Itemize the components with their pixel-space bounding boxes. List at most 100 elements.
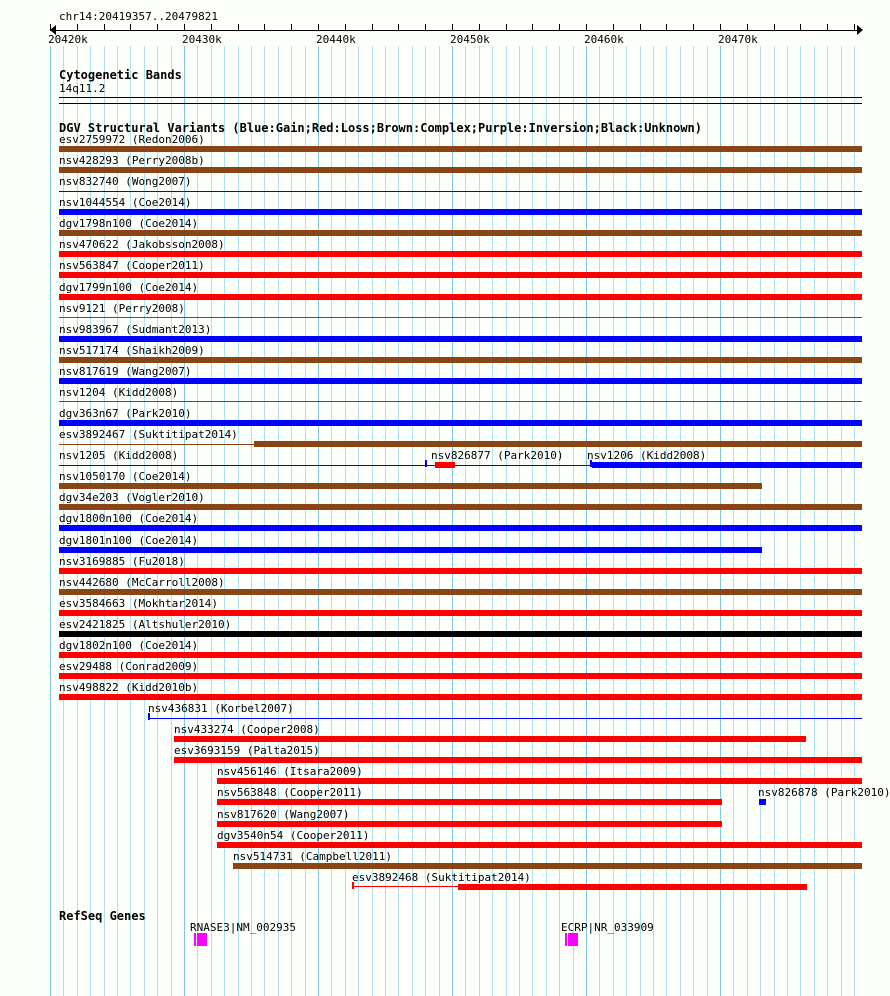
variant-bar[interactable]	[59, 694, 862, 701]
variant-bar[interactable]	[148, 717, 862, 719]
grid-line	[318, 46, 319, 996]
variant-label[interactable]: esv2759972 (Redon2006)	[59, 133, 205, 146]
grid-line	[144, 46, 145, 996]
variant-label[interactable]: nsv983967 (Sudmant2013)	[59, 322, 212, 336]
variant-label[interactable]: esv2421825 (Altshuler2010)	[59, 617, 232, 631]
variant-label[interactable]: dgv1799n100 (Coe2014)	[59, 280, 199, 294]
variant-bar[interactable]	[174, 757, 862, 764]
variant-bar[interactable]	[59, 651, 862, 658]
variant-bar[interactable]	[759, 799, 766, 806]
ruler-tick	[291, 24, 292, 31]
variant-label[interactable]: dgv1802n100 (Coe2014)	[59, 638, 199, 652]
variant-label[interactable]: nsv563848 (Cooper2011)	[217, 786, 363, 800]
variant-bar[interactable]	[59, 420, 862, 427]
variant-bar[interactable]	[59, 335, 862, 342]
variant-label[interactable]: dgv363n67 (Park2010)	[59, 407, 192, 421]
variant-bar[interactable]	[59, 190, 862, 192]
ruler-tick	[184, 24, 185, 31]
variant-label[interactable]: nsv563847 (Cooper2011)	[59, 259, 205, 273]
variant-bar[interactable]	[217, 841, 862, 848]
variant-label[interactable]: nsv9121 (Perry2008)	[59, 301, 185, 315]
variant-bar-segment[interactable]	[254, 441, 862, 448]
variant-bar[interactable]	[59, 483, 762, 490]
variant-label[interactable]: nsv817619 (Wang2007)	[59, 364, 192, 378]
variant-label[interactable]: dgv1801n100 (Coe2014)	[59, 533, 199, 547]
variant-bar[interactable]	[59, 251, 862, 258]
gene-label[interactable]: RNASE3|NM_002935	[190, 921, 296, 934]
gene-label[interactable]: ECRP|NR_033909	[561, 921, 654, 934]
grid-line	[385, 46, 386, 996]
variant-label[interactable]: nsv456146 (Itsara2009)	[217, 765, 363, 779]
grid-line	[197, 46, 198, 996]
variant-label[interactable]: nsv826877 (Park2010)	[431, 449, 564, 463]
variant-label[interactable]: nsv826878 (Park2010)	[758, 786, 890, 800]
variant-label[interactable]: esv29488 (Conrad2009)	[59, 660, 199, 673]
ruler-tick	[800, 24, 801, 31]
variant-bar[interactable]	[217, 778, 862, 785]
variant-bar[interactable]	[59, 464, 862, 466]
variant-label[interactable]: nsv433274 (Cooper2008)	[174, 723, 320, 737]
variant-bar[interactable]	[59, 377, 862, 384]
grid-line	[157, 46, 158, 996]
variant-bar[interactable]	[59, 317, 862, 319]
variant-bar[interactable]	[233, 862, 862, 869]
variant-label[interactable]: dgv1798n100 (Coe2014)	[59, 217, 199, 231]
variant-label[interactable]: nsv514731 (Campbell2011)	[233, 849, 392, 863]
variant-bar[interactable]	[217, 820, 722, 827]
variant-label[interactable]: nsv428293 (Perry2008b)	[59, 154, 205, 168]
variant-label[interactable]: nsv832740 (Wong2007)	[59, 175, 192, 189]
variant-label[interactable]: nsv1204 (Kidd2008)	[59, 385, 179, 399]
variant-label[interactable]: nsv1044554 (Coe2014)	[59, 196, 192, 210]
grid-line	[452, 46, 453, 996]
grid-line	[358, 46, 359, 996]
variant-label[interactable]: esv3892467 (Suktitipat2014)	[59, 428, 238, 442]
grid-line	[599, 46, 600, 996]
variant-bar[interactable]	[59, 401, 862, 403]
variant-label[interactable]: nsv1050170 (Coe2014)	[59, 470, 192, 484]
grid-line	[800, 46, 801, 996]
variant-bar[interactable]	[59, 673, 862, 679]
variant-bar[interactable]	[59, 209, 862, 216]
grid-line	[479, 46, 480, 996]
variant-bar[interactable]	[59, 567, 862, 574]
variant-bar[interactable]	[59, 230, 862, 237]
variant-label[interactable]: nsv817620 (Wang2007)	[217, 807, 350, 821]
variant-label[interactable]: nsv436831 (Korbel2007)	[148, 702, 294, 716]
variant-label[interactable]: nsv498822 (Kidd2010b)	[59, 681, 199, 695]
variant-label[interactable]: nsv442680 (McCarroll2008)	[59, 575, 225, 589]
variant-bar[interactable]	[59, 146, 862, 152]
variant-label[interactable]: nsv1206 (Kidd2008)	[587, 449, 707, 463]
variant-label[interactable]: nsv470622 (Jakobsson2008)	[59, 238, 225, 252]
variant-bar[interactable]	[59, 525, 862, 532]
variant-bar[interactable]	[174, 736, 806, 743]
variant-bar[interactable]	[59, 588, 862, 595]
variant-label[interactable]: esv3693159 (Palta2015)	[174, 744, 320, 758]
variant-bar[interactable]	[59, 546, 762, 553]
ruler-tick	[854, 24, 855, 31]
grid-line	[412, 46, 413, 996]
variant-label[interactable]: dgv3540n54 (Cooper2011)	[217, 828, 370, 842]
grid-line	[733, 46, 734, 996]
variant-label[interactable]: nsv1205 (Kidd2008)	[59, 449, 179, 463]
gene-exon-box[interactable]	[197, 933, 207, 946]
variant-bar[interactable]	[59, 630, 862, 637]
variant-bar[interactable]	[59, 356, 862, 363]
variant-bar[interactable]	[592, 462, 862, 469]
variant-bar[interactable]	[59, 504, 862, 511]
variant-bar-segment[interactable]	[458, 883, 807, 890]
variant-label[interactable]: nsv517174 (Shaikh2009)	[59, 343, 205, 357]
variant-bar[interactable]	[217, 799, 722, 806]
grid-line	[693, 46, 694, 996]
variant-bar[interactable]	[435, 462, 455, 469]
variant-label[interactable]: dgv34e203 (Vogler2010)	[59, 491, 205, 505]
variant-label[interactable]: esv3584663 (Mokhtar2014)	[59, 596, 218, 610]
variant-label[interactable]: dgv1800n100 (Coe2014)	[59, 512, 199, 526]
grid-line	[117, 46, 118, 996]
variant-bar[interactable]	[59, 293, 862, 300]
gene-exon-box[interactable]	[568, 933, 578, 946]
variant-bar[interactable]	[59, 272, 862, 279]
variant-label[interactable]: nsv3169885 (Fu2018)	[59, 554, 185, 568]
variant-bar[interactable]	[59, 167, 862, 174]
variant-bar[interactable]	[59, 609, 862, 616]
variant-label[interactable]: esv3892468 (Suktitipat2014)	[352, 870, 531, 884]
